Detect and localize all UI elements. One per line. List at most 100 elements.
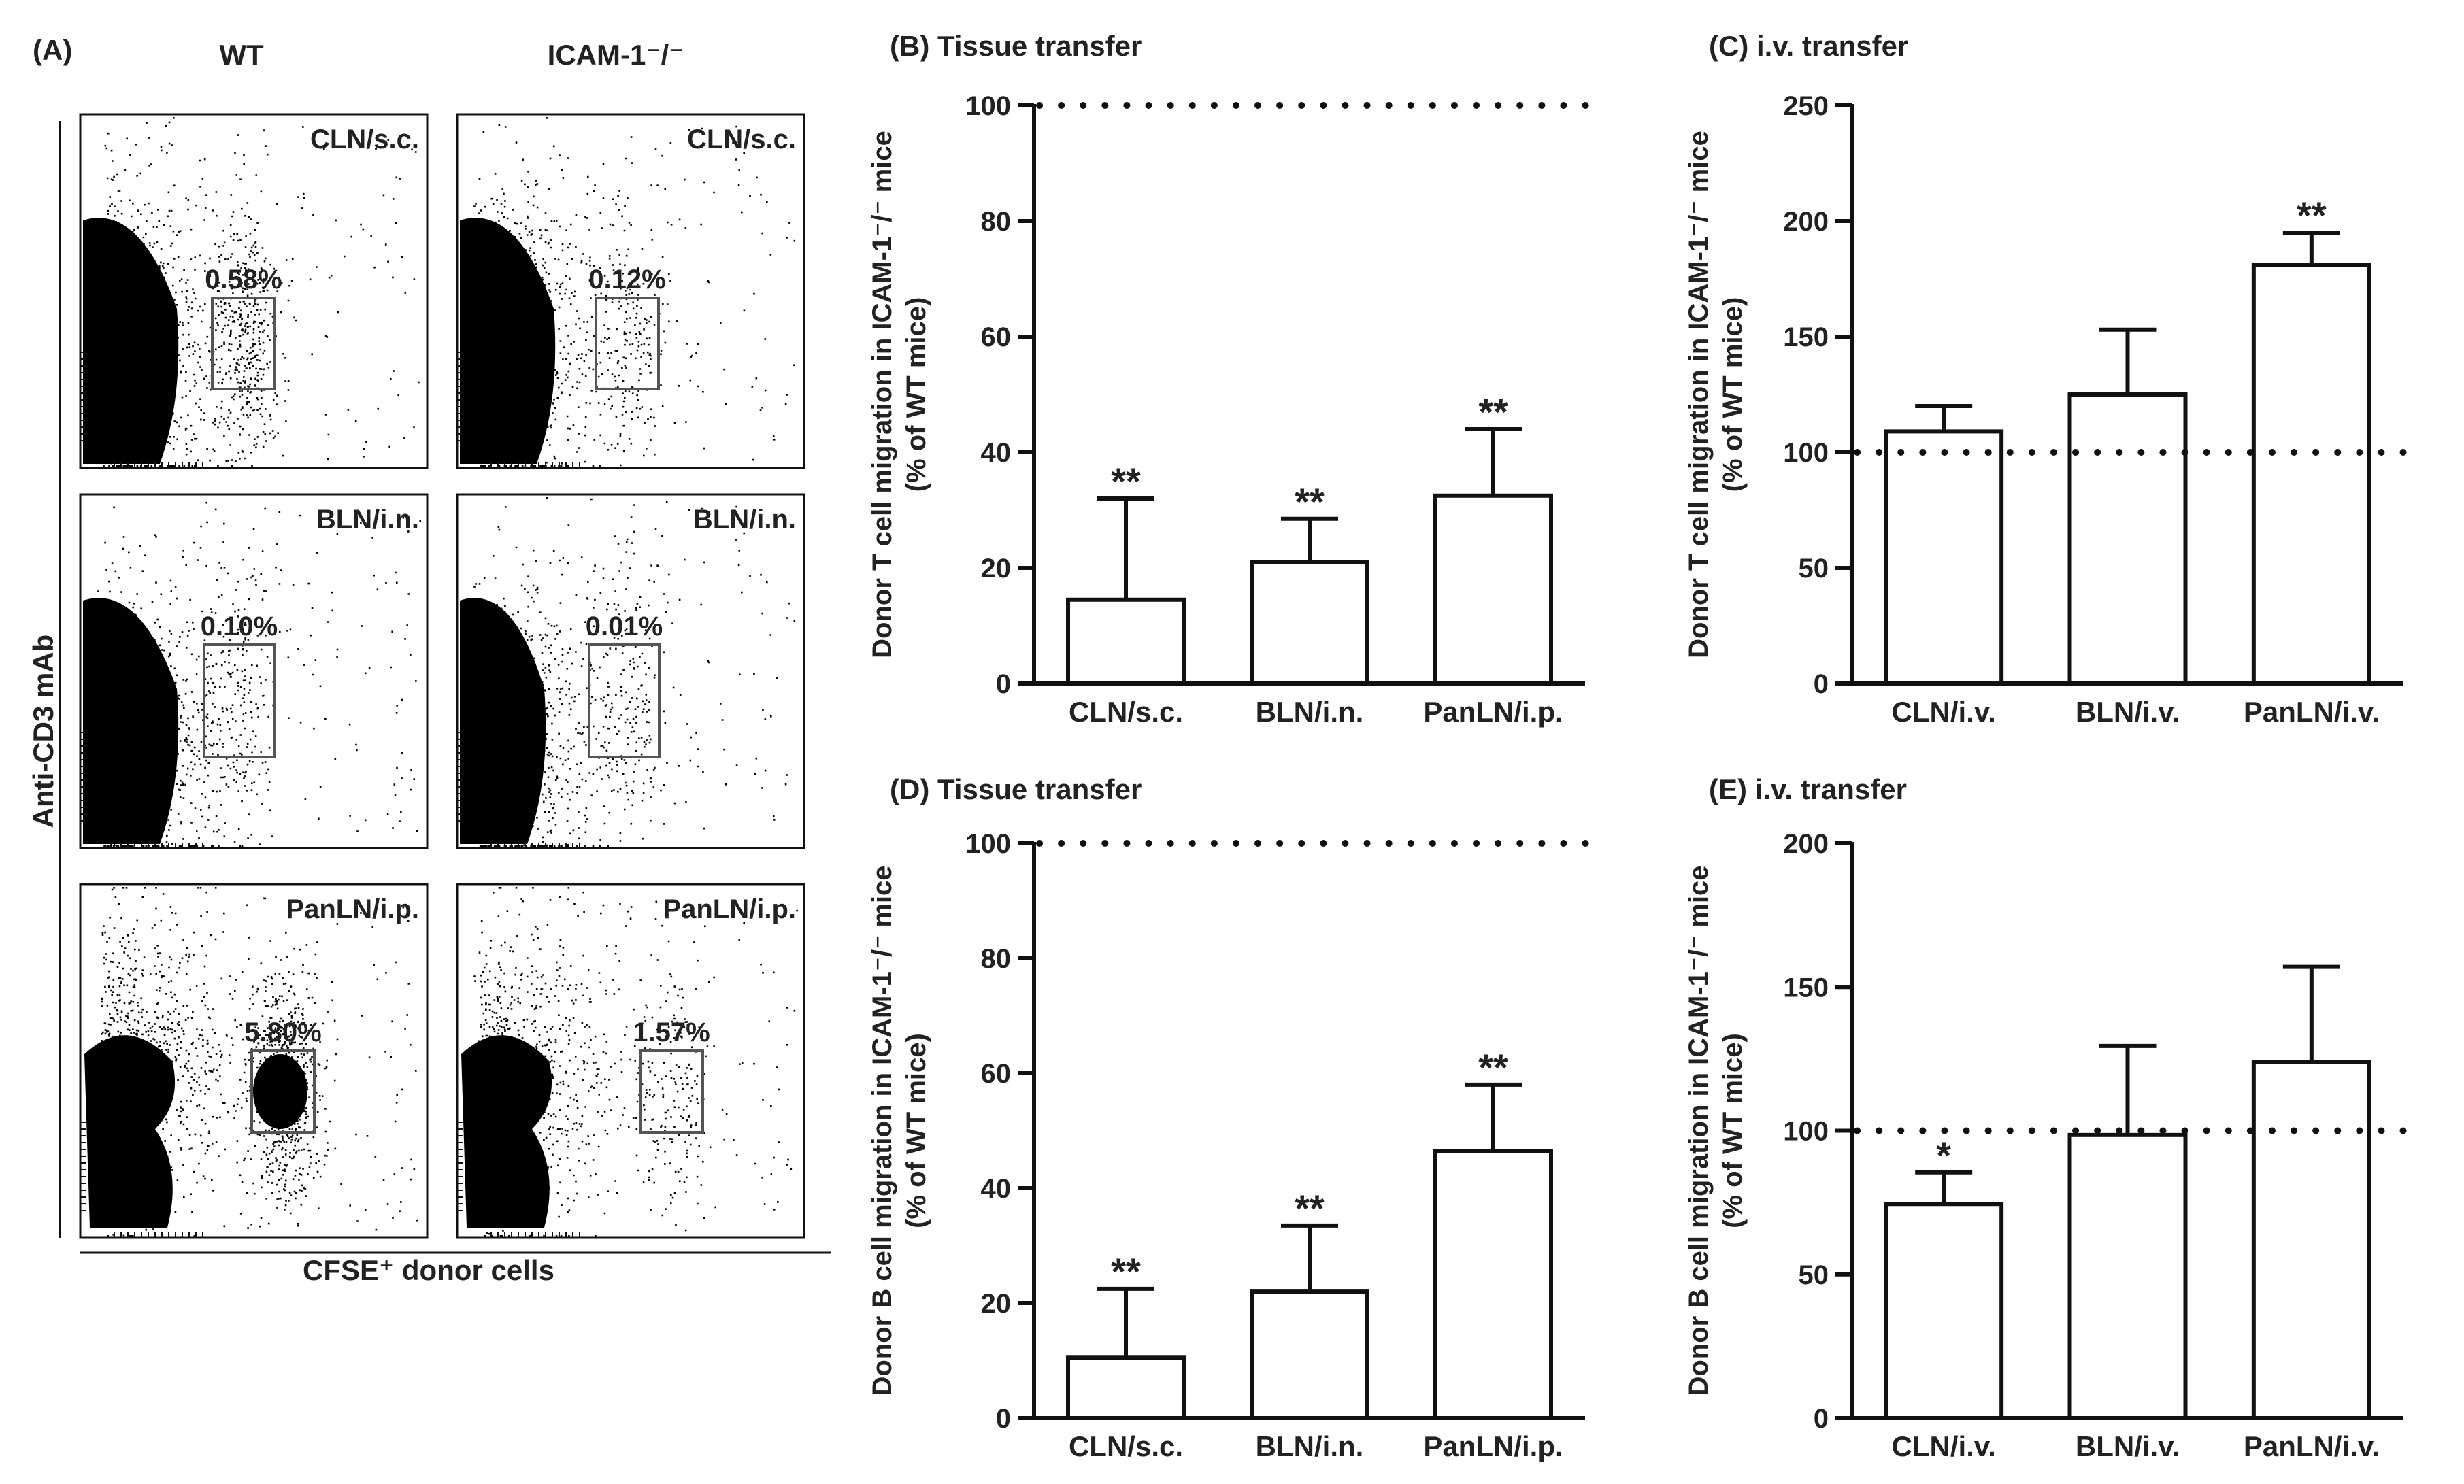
x-tick-label: PanLN/i.v. xyxy=(2244,696,2380,728)
y-tick-label: 60 xyxy=(981,322,1012,352)
gate-box xyxy=(595,297,660,390)
y-tick-label: 150 xyxy=(1783,973,1829,1002)
chart-c: (C) i.v. transfer 0 50 100 150 200 250 Donor T… xyxy=(1684,30,2414,728)
flow-plot-2: CLN/s.c. 0.12% xyxy=(456,113,805,469)
bar-bln-i-n- xyxy=(1250,560,1369,686)
y-axis-label: Donor T cell migration in ICAM-1⁻/⁻ mice xyxy=(867,131,897,658)
flow-plot-title: PanLN/i.p. xyxy=(286,894,419,924)
significance-marker: ** xyxy=(1478,390,1508,433)
x-tick-label: BLN/i.v. xyxy=(2076,696,2180,728)
gate-box xyxy=(250,1049,316,1134)
x-tick-label: PanLN/i.p. xyxy=(1423,1430,1563,1462)
y-axis-label: Donor B cell migration in ICAM-1⁻/⁻ mice xyxy=(1684,865,1714,1396)
x-tick-label: CLN/i.v. xyxy=(1892,1430,1996,1462)
flow-plot-title: CLN/s.c. xyxy=(687,124,796,154)
axis-ticks xyxy=(457,1122,580,1238)
scatter-dots xyxy=(471,497,796,847)
bar-cln-i-v- xyxy=(1884,1202,2004,1421)
bar-bln-i-v- xyxy=(2067,392,2188,686)
cell-population xyxy=(83,598,179,844)
y-tick-label: 0 xyxy=(1814,1404,1829,1434)
y-tick-label: 50 xyxy=(1799,554,1829,584)
y-tick-label: 80 xyxy=(981,944,1012,974)
flow-plot-4: BLN/i.n. 0.01% xyxy=(456,493,805,849)
bar-bln-i-v- xyxy=(2067,1132,2188,1421)
y-tick-label: 50 xyxy=(1799,1260,1829,1290)
gate-percentage: 0.12% xyxy=(588,265,665,294)
flow-plot-1: CLN/s.c. 0.58% xyxy=(79,113,429,469)
y-tick-label: 80 xyxy=(981,207,1012,237)
flow-plot-title: BLN/i.n. xyxy=(693,505,796,535)
axis-ticks xyxy=(80,1122,203,1238)
gate-box xyxy=(203,643,276,758)
bar-panln-i-p- xyxy=(1433,1149,1553,1420)
y-tick-label: 100 xyxy=(965,91,1011,121)
y-tick-label: 100 xyxy=(1783,1117,1829,1147)
y-tick-label: 150 xyxy=(1783,322,1829,352)
y-tick-label: 0 xyxy=(996,1404,1011,1434)
panel-a: (A) WT ICAM-1⁻/⁻ Anti-CD3 mAb CFSE⁺ dono… xyxy=(27,34,831,1286)
gate-box xyxy=(639,1049,704,1134)
y-tick-label: 60 xyxy=(981,1059,1012,1089)
panel-a-ylabel: Anti-CD3 mAb xyxy=(27,635,59,828)
bar-panln-i-v- xyxy=(2251,1060,2371,1420)
x-tick-label: PanLN/i.p. xyxy=(1423,696,1563,728)
panel-a-label: (A) xyxy=(33,34,72,66)
x-tick-label: CLN/s.c. xyxy=(1069,1430,1183,1462)
chart-b-title: (B) Tissue transfer xyxy=(890,30,1142,62)
column-title-wt: WT xyxy=(219,39,264,71)
y-axis-label: (% of WT mice) xyxy=(1718,1033,1748,1228)
significance-marker: ** xyxy=(1295,1187,1325,1230)
y-tick-label: 100 xyxy=(1783,438,1829,468)
axis-ticks xyxy=(80,732,203,848)
significance-marker: ** xyxy=(1478,1046,1508,1089)
significance-marker: * xyxy=(1936,1134,1951,1177)
gate-percentage: 0.58% xyxy=(205,265,282,294)
column-title-icam: ICAM-1⁻/⁻ xyxy=(548,39,684,71)
chart-b: (B) Tissue transfer 0 20 40 60 80 100 Donor T … xyxy=(867,30,1595,728)
gate-box xyxy=(211,297,276,390)
panel-a-xlabel: CFSE⁺ donor cells xyxy=(303,1254,554,1286)
axis-ticks xyxy=(457,732,580,848)
y-tick-label: 20 xyxy=(981,554,1012,584)
chart-d-title: (D) Tissue transfer xyxy=(890,773,1142,805)
gate-box xyxy=(588,643,661,758)
gate-percentage: 0.10% xyxy=(201,611,278,641)
x-tick-label: BLN/i.n. xyxy=(1256,696,1364,728)
axis-ticks xyxy=(80,352,203,468)
bar-bln-i-n- xyxy=(1250,1289,1369,1420)
cell-population xyxy=(84,1035,176,1228)
flow-plot-title: BLN/i.n. xyxy=(316,505,419,535)
y-axis-label: (% of WT mice) xyxy=(1718,297,1748,492)
chart-e: (E) i.v. transfer 0 50 100 150 200 Donor B ce… xyxy=(1684,773,2414,1462)
chart-d: (D) Tissue transfer 0 20 40 60 80 100 Donor B … xyxy=(867,773,1595,1462)
bar-panln-i-p- xyxy=(1433,493,1553,686)
bar-cln-s-c- xyxy=(1066,597,1186,686)
gate-percentage: 1.57% xyxy=(633,1017,710,1047)
flow-plot-title: CLN/s.c. xyxy=(310,124,419,154)
cell-population xyxy=(461,1035,552,1228)
y-tick-label: 40 xyxy=(981,438,1012,468)
significance-marker: ** xyxy=(1111,1250,1141,1293)
x-tick-label: BLN/i.v. xyxy=(2076,1430,2180,1462)
y-tick-label: 40 xyxy=(981,1174,1012,1204)
x-tick-label: BLN/i.n. xyxy=(1256,1430,1364,1462)
significance-marker: ** xyxy=(1111,460,1141,503)
axis-ticks xyxy=(457,352,580,468)
x-tick-label: PanLN/i.v. xyxy=(2244,1430,2380,1462)
x-tick-label: CLN/i.v. xyxy=(1892,696,1996,728)
flow-plot-5: PanLN/i.p. 5.80% xyxy=(79,883,429,1239)
y-axis-label: Donor T cell migration in ICAM-1⁻/⁻ mice xyxy=(1684,131,1714,658)
flow-plot-frame xyxy=(59,121,831,1254)
chart-e-title: (E) i.v. transfer xyxy=(1709,773,1907,805)
bar-panln-i-v- xyxy=(2251,263,2371,686)
bar-cln-s-c- xyxy=(1066,1355,1186,1421)
bar-cln-i-v- xyxy=(1884,429,2004,686)
flow-plots: CLN/s.c. 0.58% CLN/s.c. 0.12% BLN/i.n. 0.10% B… xyxy=(79,113,805,1239)
y-axis-label: Donor B cell migration in ICAM-1⁻/⁻ mice xyxy=(867,865,897,1396)
y-tick-label: 0 xyxy=(1814,669,1829,699)
y-axis-label: (% of WT mice) xyxy=(901,297,931,492)
gate-percentage: 0.01% xyxy=(586,611,663,641)
y-tick-label: 100 xyxy=(965,829,1011,859)
